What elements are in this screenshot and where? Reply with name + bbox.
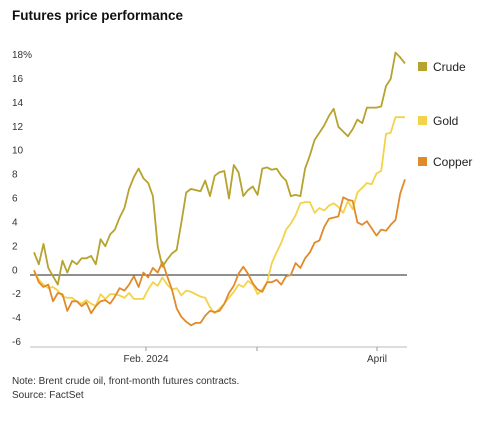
chart-title: Futures price performance	[12, 8, 184, 23]
y-tick-label: 14	[12, 98, 24, 109]
legend-swatch-copper	[418, 157, 427, 166]
x-axis-ticks: Feb. 2024 April	[123, 347, 387, 365]
y-tick-label: 18%	[12, 50, 32, 61]
y-tick-label: 6	[12, 194, 18, 205]
y-tick-label: 0	[12, 265, 18, 276]
y-tick-label: 10	[12, 146, 24, 157]
y-tick-label: -6	[12, 337, 21, 348]
series-lines	[33, 51, 406, 327]
y-tick-label: 8	[12, 170, 18, 181]
legend-swatch-crude	[418, 62, 427, 71]
series-line-copper	[33, 179, 406, 327]
y-tick-label: 2	[12, 241, 18, 252]
y-tick-label: -4	[12, 313, 21, 324]
legend-label-copper: Copper	[433, 155, 472, 169]
legend-label-gold: Gold	[433, 114, 458, 128]
x-tick-label: Feb. 2024	[123, 354, 168, 365]
y-axis-ticks: 18% 16 14 12 10 8 6 4 2 0 -2 -4 -6	[12, 50, 32, 348]
chart-note: Note: Brent crude oil, front-month futur…	[12, 376, 240, 387]
legend-label-crude: Crude	[433, 60, 466, 74]
legend: Crude Gold Copper	[418, 60, 472, 169]
series-line-gold	[33, 116, 405, 315]
series-line-crude	[33, 51, 406, 286]
x-tick-label: April	[367, 354, 387, 365]
chart-source: Source: FactSet	[12, 390, 84, 401]
y-tick-label: 12	[12, 122, 24, 133]
y-tick-label: 16	[12, 74, 24, 85]
legend-swatch-gold	[418, 116, 427, 125]
y-tick-label: -2	[12, 289, 21, 300]
y-tick-label: 4	[12, 217, 18, 228]
